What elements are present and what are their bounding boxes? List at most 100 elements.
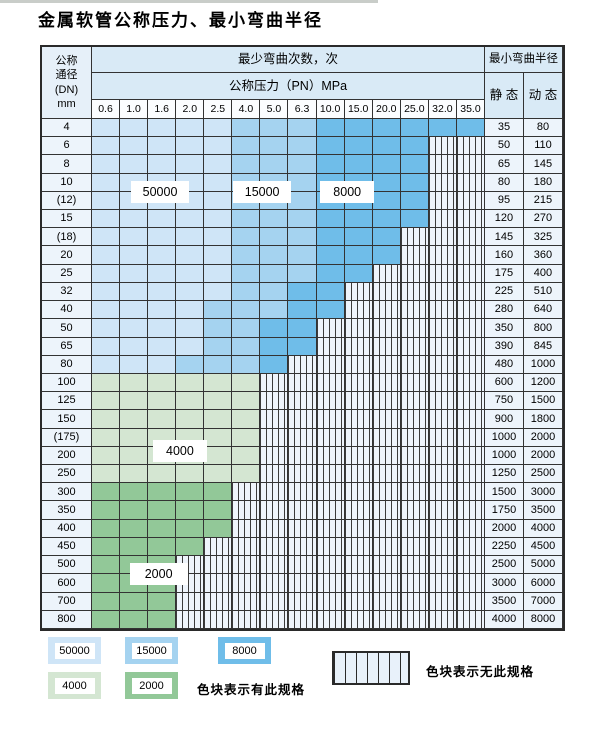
spec-cell-8000 (316, 228, 345, 247)
spec-cell-no-spec-hatch (456, 282, 485, 302)
spec-cell-15000 (232, 210, 261, 229)
spec-cell-no-spec-hatch (400, 264, 429, 283)
spec-cell-no-spec-hatch (260, 483, 289, 502)
spec-cell-50000 (92, 191, 121, 211)
spec-cell-no-spec-hatch (428, 574, 457, 593)
dn-header-line: mm (57, 97, 76, 110)
spec-cell-2000 (148, 592, 177, 611)
spec-cell-no-spec-hatch (400, 483, 429, 502)
spec-cell-no-spec-hatch (456, 392, 485, 411)
spec-cell-no-spec-hatch (316, 501, 345, 520)
spec-cell-50000 (148, 210, 177, 229)
spec-cell-15000 (260, 119, 289, 138)
legend-no-spec-text: 色块表示无此规格 (426, 665, 535, 679)
spec-cell-50000 (92, 173, 121, 192)
static-value: 2500 (484, 556, 524, 575)
spec-cell-no-spec-hatch (456, 137, 485, 156)
spec-cell-no-spec-hatch (456, 446, 485, 466)
pressure-value: 20.0 (372, 100, 401, 119)
spec-cell-50000 (120, 337, 149, 356)
dynamic-value: 360 (523, 246, 563, 265)
spec-cell-no-spec-hatch (316, 319, 345, 338)
dn-label: 4 (42, 119, 92, 138)
spec-cell-8000 (260, 319, 289, 338)
spec-cell-8000 (456, 119, 485, 138)
spec-cell-50000 (92, 301, 121, 320)
spec-cell-no-spec-hatch (316, 556, 345, 575)
dynamic-value: 2500 (523, 465, 563, 484)
spec-cell-15000 (288, 119, 317, 138)
pressure-value: 1.0 (120, 100, 149, 119)
spec-cell-15000 (288, 191, 317, 211)
spec-cell-8000 (372, 228, 401, 247)
dynamic-value: 215 (523, 191, 563, 211)
static-value: 3000 (484, 574, 524, 593)
spec-cell-50000 (204, 191, 233, 211)
spec-cell-2000 (120, 610, 149, 629)
pressure-value: 35.0 (456, 100, 485, 119)
spec-cell-no-spec-hatch (428, 410, 457, 429)
spec-cell-no-spec-hatch (400, 301, 429, 320)
spec-cell-no-spec-hatch (232, 537, 261, 557)
dynamic-value: 510 (523, 282, 563, 302)
spec-cell-15000 (260, 246, 289, 265)
spec-cell-4000 (148, 465, 177, 484)
spec-cell-15000 (232, 246, 261, 265)
spec-cell-no-spec-hatch (316, 483, 345, 502)
spec-cell-2000 (204, 519, 233, 538)
static-column-header: 静 态 (484, 73, 524, 119)
spec-cell-no-spec-hatch (400, 465, 429, 484)
spec-cell-no-spec-hatch (260, 501, 289, 520)
dn-label: 700 (42, 592, 92, 611)
spec-cell-no-spec-hatch (232, 592, 261, 611)
spec-cell-50000 (204, 173, 233, 192)
spec-cell-no-spec-hatch (260, 592, 289, 611)
spec-cell-50000 (148, 282, 177, 302)
spec-cell-8000 (372, 210, 401, 229)
static-value: 2000 (484, 519, 524, 538)
spec-cell-8000 (400, 191, 429, 211)
static-value: 120 (484, 210, 524, 229)
spec-cell-no-spec-hatch (316, 373, 345, 393)
region-count-label: 15000 (233, 180, 292, 203)
region-count-label: 2000 (129, 563, 188, 586)
spec-cell-8000 (372, 155, 401, 174)
spec-cell-no-spec-hatch (372, 355, 401, 374)
dynamic-value: 1500 (523, 392, 563, 411)
spec-cell-no-spec-hatch (344, 465, 373, 484)
spec-cell-4000 (232, 392, 261, 411)
spec-cell-4000 (92, 392, 121, 411)
spec-cell-8000 (344, 246, 373, 265)
spec-cell-2000 (120, 592, 149, 611)
spec-cell-4000 (120, 410, 149, 429)
dynamic-value: 270 (523, 210, 563, 229)
spec-cell-8000 (428, 119, 457, 138)
spec-cell-50000 (204, 246, 233, 265)
spec-cell-no-spec-hatch (456, 519, 485, 538)
spec-cell-8000 (372, 137, 401, 156)
spec-cell-50000 (148, 155, 177, 174)
spec-cell-no-spec-hatch (288, 483, 317, 502)
spec-cell-no-spec-hatch (344, 355, 373, 374)
spec-cell-no-spec-hatch (232, 501, 261, 520)
dynamic-value: 4500 (523, 537, 563, 557)
spec-cell-no-spec-hatch (344, 373, 373, 393)
spec-cell-2000 (92, 519, 121, 538)
pressure-value: 25.0 (400, 100, 429, 119)
spec-cell-2000 (176, 519, 205, 538)
spec-cell-no-spec-hatch (204, 537, 233, 557)
legend-swatch-label: 2000 (131, 677, 172, 694)
spec-cell-no-spec-hatch (428, 592, 457, 611)
spec-cell-8000 (344, 228, 373, 247)
spec-cell-no-spec-hatch (428, 556, 457, 575)
spec-cell-2000 (92, 610, 121, 629)
spec-cell-no-spec-hatch (456, 410, 485, 429)
spec-cell-no-spec-hatch (372, 483, 401, 502)
no-spec-hatch-swatch (332, 651, 410, 685)
spec-cell-no-spec-hatch (344, 392, 373, 411)
spec-cell-2000 (92, 483, 121, 502)
spec-cell-2000 (204, 483, 233, 502)
dn-header-line: 通径 (55, 69, 78, 82)
page-title: 金属软管公称压力、最小弯曲半径 (38, 11, 323, 31)
spec-cell-no-spec-hatch (204, 610, 233, 629)
